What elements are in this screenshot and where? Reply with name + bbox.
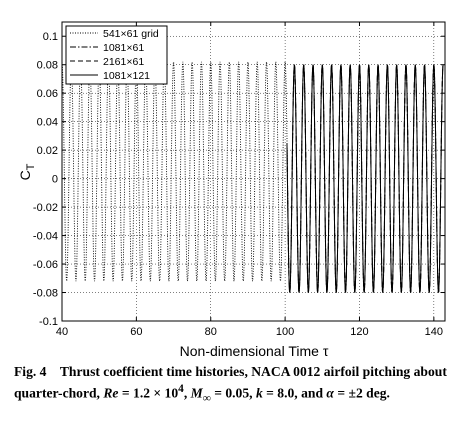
caption-re-exp: 4 xyxy=(178,382,184,395)
legend-label-1: 1081×61 xyxy=(103,42,144,54)
y-tick-label: 0.06 xyxy=(37,88,58,100)
caption-re-label: Re xyxy=(103,385,119,401)
y-axis-label-main: C xyxy=(17,170,33,180)
y-tick-label: 0.1 xyxy=(43,31,58,43)
caption-text: Thrust coefficient time histories, NACA … xyxy=(14,364,447,401)
legend-label-0: 541×61 grid xyxy=(103,28,159,40)
y-tick-label: -0.1 xyxy=(39,316,58,328)
x-tick-label: 100 xyxy=(276,326,294,338)
y-tick-label: 0.08 xyxy=(37,60,58,72)
y-tick-label: 0.04 xyxy=(37,117,58,129)
caption-alpha-value: = ±2 deg. xyxy=(337,385,390,401)
legend-label-2: 2161×61 xyxy=(103,56,144,68)
y-tick-label: 0.02 xyxy=(37,145,58,157)
y-tick-label: -0.06 xyxy=(33,259,58,271)
caption-re-value: = 1.2 × 10 xyxy=(121,385,179,401)
x-tick-label: 60 xyxy=(130,326,142,338)
x-axis-label: Non-dimensional Time τ xyxy=(180,343,329,359)
chart: 40 60 80 100 120 140 -0.1 -0.08 -0.06 -0.04 -0.02 0… xyxy=(17,21,446,359)
caption-k-label: k xyxy=(255,385,263,401)
ticks: 40 60 80 100 120 140 -0.1 -0.08 -0.06 -0.04 -0.02 0… xyxy=(33,22,445,338)
y-tick-label: -0.02 xyxy=(33,202,58,214)
caption-fig-label: Fig. 4 xyxy=(14,364,47,379)
series-line-0 xyxy=(61,61,290,282)
y-tick-label: 0 xyxy=(52,174,58,186)
x-tick-label: 140 xyxy=(425,326,443,338)
figure-caption: Fig. 4 Thrust coefficient time histories… xyxy=(14,364,447,404)
legend-box xyxy=(65,25,168,85)
x-tick-label: 40 xyxy=(56,326,68,338)
plot-frame xyxy=(61,21,446,322)
y-tick-label: -0.08 xyxy=(33,288,58,300)
y-tick-label: -0.04 xyxy=(33,231,58,243)
y-axis-label: CT xyxy=(17,163,37,180)
legend: 541×61 grid 1081×61 2161×61 1081×121 xyxy=(65,25,168,85)
y-axis-label-subscript: T xyxy=(25,163,37,170)
x-tick-label: 120 xyxy=(350,326,368,338)
caption-mach-label: M xyxy=(190,385,203,401)
caption-alpha-label: α xyxy=(326,385,334,401)
caption-mach-sub: ∞ xyxy=(202,391,211,404)
series-lines xyxy=(61,61,444,293)
legend-label-3: 1081×121 xyxy=(103,70,150,82)
caption-k-value: = 8.0, and xyxy=(266,385,324,401)
caption-mach-value: = 0.05, xyxy=(214,385,253,401)
x-tick-label: 80 xyxy=(205,326,217,338)
series-line-3 xyxy=(286,64,444,293)
